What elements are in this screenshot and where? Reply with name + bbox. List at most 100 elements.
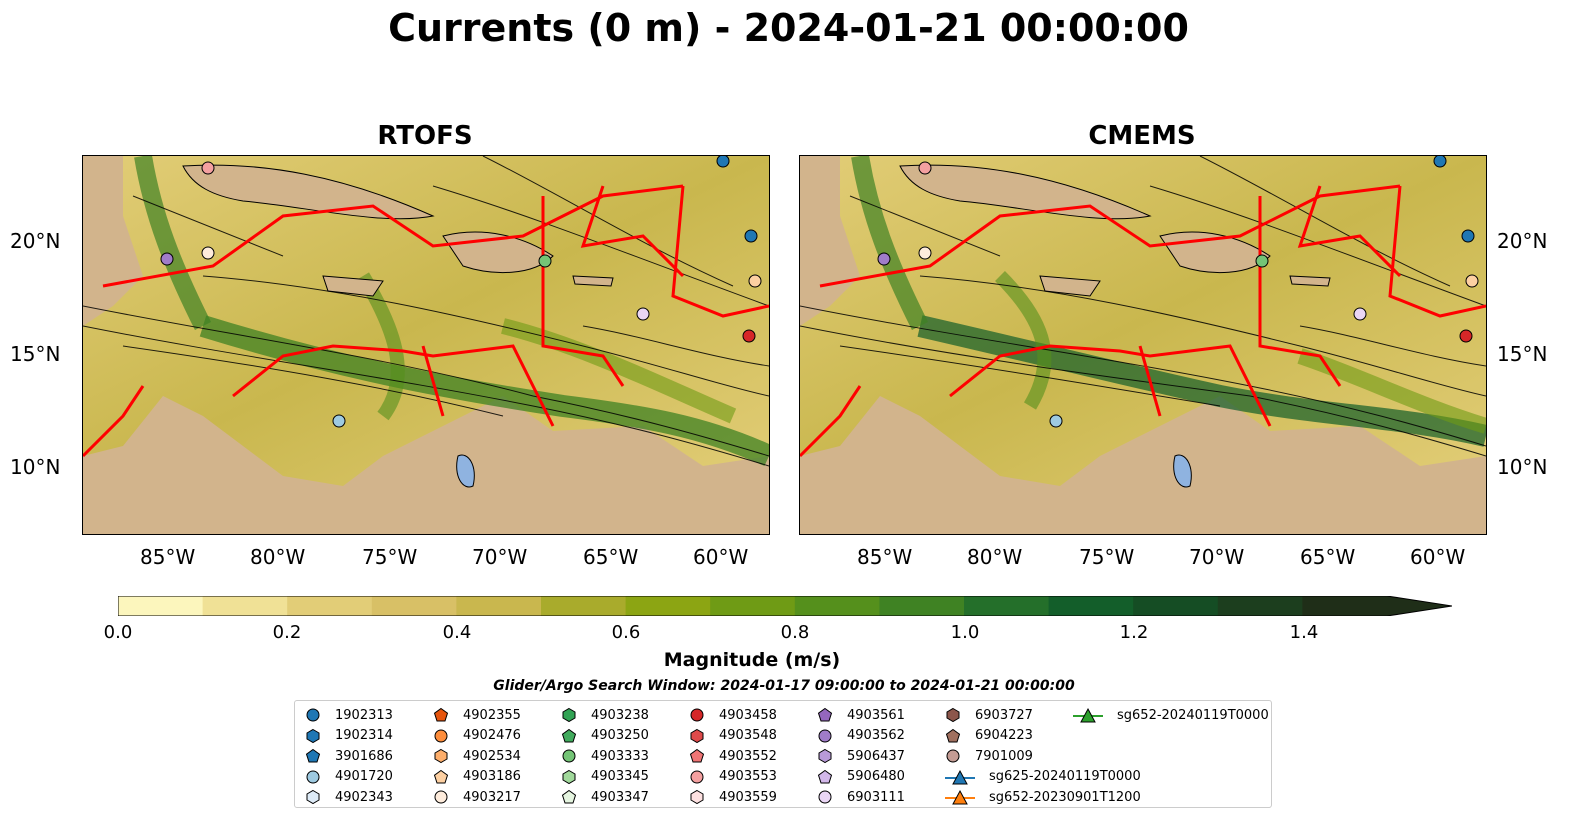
- triangle-line-marker-icon: [945, 789, 975, 805]
- legend-item: 4903561: [817, 705, 905, 725]
- colorbar-segment: [1133, 596, 1219, 616]
- current-band: [1297, 348, 1486, 434]
- legend-item: 7901009: [945, 746, 1033, 766]
- legend-item: 4903548: [689, 726, 777, 746]
- jamaica-island: [322, 275, 384, 297]
- colorbar-segment: [371, 596, 457, 616]
- pentagon-marker-icon: [817, 707, 833, 722]
- lat-tick-10n-left: 10°N: [10, 455, 61, 479]
- legend-item: 4903217: [433, 787, 521, 807]
- legend-label: 4903552: [719, 748, 777, 764]
- lon-tick-75w: 75°W: [362, 545, 418, 569]
- legend-label: 1902314: [335, 728, 393, 743]
- float-markers: [160, 156, 762, 428]
- current-band: [851, 156, 929, 331]
- lon-tick-65w: 65°W: [583, 545, 639, 569]
- lon-tick-60w: 60°W: [1410, 545, 1466, 569]
- legend-item: 5906437: [817, 746, 905, 766]
- legend-item: 4903345: [561, 767, 649, 787]
- lon-tick-70w: 70°W: [1189, 545, 1245, 569]
- legend-item: 4903347: [561, 787, 649, 807]
- hexagon-marker-icon: [946, 707, 960, 723]
- current-band: [995, 271, 1052, 410]
- legend-label: 6903111: [847, 789, 905, 805]
- streamlines: [83, 156, 769, 467]
- colorbar-tick: 1.4: [1289, 622, 1319, 643]
- hexagon-marker-icon: [306, 789, 320, 805]
- pentagon-marker-icon: [561, 789, 577, 804]
- colorbar-segment: [1048, 596, 1134, 616]
- colorbar-tick: 0.6: [611, 622, 641, 643]
- legend-item: 4903552: [689, 746, 777, 766]
- colorbar-segment: [287, 596, 373, 616]
- legend-item: 4903250: [561, 726, 649, 746]
- colorbar-tick: 0.2: [272, 622, 302, 643]
- lon-tick-60w: 60°W: [693, 545, 749, 569]
- pentagon-marker-icon: [689, 748, 705, 763]
- map-panel-cmems[interactable]: [799, 155, 1487, 535]
- colorbar-ticks: 0.0 0.2 0.4 0.6 0.8 1.0 1.2 1.4: [104, 622, 1452, 646]
- colorbar-segment: [964, 596, 1050, 616]
- lon-tick-85w: 85°W: [140, 545, 196, 569]
- pentagon-marker-icon: [305, 748, 321, 763]
- circle-marker-icon: [818, 790, 832, 804]
- legend-item: 5906480: [817, 767, 905, 787]
- legend-item: sg625-20240119T0000: [945, 767, 1141, 787]
- colorbar-segment: [625, 596, 711, 616]
- circle-marker-icon: [434, 790, 448, 804]
- legend-item: 4902355: [433, 705, 521, 725]
- float-markers: [877, 156, 1479, 428]
- colorbar-tick: 0.0: [103, 622, 133, 643]
- legend-label: 4903250: [591, 728, 649, 743]
- lake-maracaibo: [1173, 454, 1192, 488]
- lat-tick-15n-right: 15°N: [1497, 342, 1548, 366]
- legend-label: 4903458: [719, 707, 777, 723]
- colorbar-tick: 1.0: [950, 622, 980, 643]
- legend-item: 4902476: [433, 726, 521, 746]
- puerto-rico-island: [1289, 275, 1331, 287]
- colorbar-extend-arrow: [1387, 596, 1452, 616]
- circle-marker-icon: [690, 770, 704, 783]
- legend-item: 6903727: [945, 705, 1033, 725]
- hexagon-marker-icon: [562, 707, 576, 723]
- lat-tick-10n-right: 10°N: [1497, 455, 1548, 479]
- map-panel-rtofs[interactable]: [82, 155, 770, 535]
- legend-label: 4903345: [591, 769, 649, 784]
- legend-label: 4903561: [847, 707, 905, 723]
- colorbar-segment: [1302, 596, 1388, 616]
- legend-item: 4903553: [689, 767, 777, 787]
- legend-item: 4903238: [561, 705, 649, 725]
- panel-title-cmems: CMEMS: [1088, 121, 1196, 151]
- legend-label: 5906480: [847, 769, 905, 784]
- colorbar-segment: [1217, 596, 1303, 616]
- lat-tick-15n-left: 15°N: [10, 342, 61, 366]
- circle-marker-icon: [946, 749, 960, 763]
- lon-tick-65w: 65°W: [1300, 545, 1356, 569]
- colorbar-tick: 1.2: [1119, 622, 1149, 643]
- lon-tick-80w: 80°W: [967, 545, 1023, 569]
- legend-label: 4903186: [463, 769, 521, 784]
- legend-label: 3901686: [335, 748, 393, 764]
- colorbar-segment: [118, 596, 204, 616]
- colorbar-segment: [456, 596, 542, 616]
- legend-label: 4903238: [591, 707, 649, 723]
- legend-label: 6904223: [975, 728, 1033, 743]
- colorbar-segment: [710, 596, 796, 616]
- colorbar-segment: [794, 596, 880, 616]
- legend-label: 6903727: [975, 707, 1033, 723]
- pentagon-marker-icon: [433, 769, 449, 783]
- legend-label: 5906437: [847, 748, 905, 764]
- colorbar-segment: [202, 596, 288, 616]
- legend-label: 4903347: [591, 789, 649, 805]
- colorbar-segment: [879, 596, 965, 616]
- legend-label: 4903562: [847, 728, 905, 743]
- eez-boundaries: [83, 184, 769, 458]
- map-cmems-svg: [800, 156, 1486, 534]
- legend-item: 6903111: [817, 787, 905, 807]
- legend-label: sg652-20240119T0000: [1117, 707, 1269, 723]
- pentagon-marker-icon: [561, 728, 577, 742]
- colorbar: [117, 595, 1453, 617]
- colorbar-svg: [117, 595, 1453, 617]
- circle-marker-icon: [562, 749, 576, 763]
- triangle-line-marker-icon: [945, 769, 975, 784]
